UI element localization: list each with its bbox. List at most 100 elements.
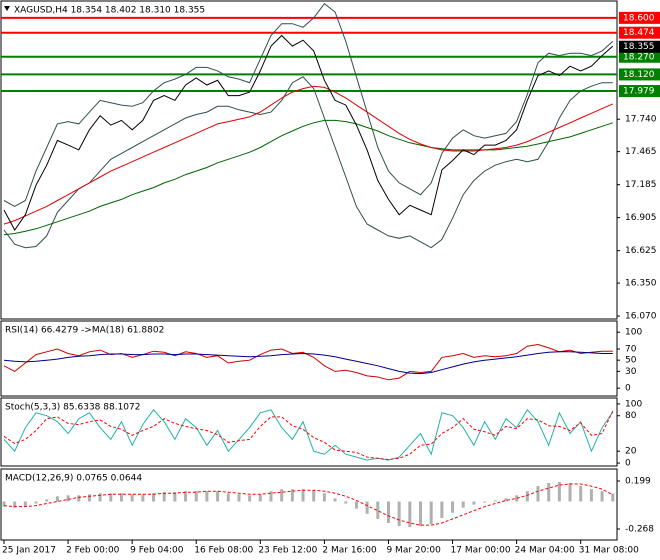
histogram-bar — [397, 501, 401, 527]
symbol-icon — [4, 6, 10, 11]
series-line — [3, 343, 613, 381]
histogram-bar — [226, 493, 230, 502]
x-tick-label: 2 Mar 16:00 — [322, 546, 377, 556]
histogram-bar — [354, 501, 358, 509]
histogram-bar — [280, 489, 284, 502]
histogram-bar — [258, 494, 262, 502]
histogram-bar — [2, 501, 6, 507]
y-tick-label: 30 — [625, 367, 637, 377]
series-line — [3, 410, 614, 461]
histogram-bar — [365, 501, 369, 514]
histogram-bar — [13, 501, 17, 508]
level-label: 17.979 — [623, 87, 655, 97]
x-tick-label: 23 Feb 12:00 — [258, 546, 317, 556]
histogram-bar — [87, 494, 91, 502]
y-tick-label: 100 — [625, 328, 642, 338]
histogram-bar — [269, 491, 273, 502]
series-line — [3, 119, 613, 236]
histogram-bar — [525, 491, 529, 502]
y-tick-label: 17.740 — [625, 115, 657, 125]
y-tick-label: 20 — [625, 447, 637, 457]
histogram-bar — [536, 486, 540, 502]
histogram-bar — [66, 495, 70, 502]
panel-frame — [0, 397, 618, 467]
histogram-bar — [173, 492, 177, 502]
histogram-bar — [301, 489, 305, 502]
histogram-bar — [515, 495, 519, 502]
histogram-bar — [237, 494, 241, 502]
level-label-box — [619, 11, 660, 24]
y-tick-label: 80 — [625, 411, 637, 421]
histogram-bar — [130, 494, 134, 502]
histogram-bar — [34, 501, 38, 504]
histogram-bar — [504, 498, 508, 502]
series-line — [3, 85, 614, 225]
panel-title: XAGUSD,H4 18.354 18.402 18.310 18.355 — [14, 6, 205, 16]
histogram-bar — [45, 499, 49, 502]
y-tick-label: 0.199 — [625, 477, 651, 487]
histogram-bar — [55, 496, 59, 502]
histogram-bar — [205, 491, 209, 502]
level-label-box — [619, 68, 660, 81]
y-tick-label: 17.465 — [625, 147, 657, 157]
x-tick-label: 2 Feb 00:00 — [66, 546, 120, 556]
level-label: 18.600 — [623, 13, 655, 23]
histogram-bar — [248, 495, 252, 502]
panel-frame — [0, 0, 618, 320]
panel-frame — [0, 468, 618, 541]
y-tick-label: 100 — [625, 399, 642, 409]
y-tick-label: 16.905 — [625, 213, 657, 223]
panel-title: RSI(14) 66.4279 ->MA(18) 61.8802 — [5, 326, 164, 336]
last-price-label: 18.355 — [623, 42, 655, 52]
histogram-bar — [386, 501, 390, 524]
y-tick-label: 16.350 — [625, 279, 657, 289]
histogram-bar — [290, 489, 294, 502]
histogram-bar — [568, 482, 572, 502]
y-tick-label: 17.185 — [625, 180, 657, 190]
histogram-bar — [419, 501, 423, 527]
x-tick-label: 9 Feb 04:00 — [130, 546, 184, 556]
x-tick-label: 24 Mar 04:00 — [515, 546, 575, 556]
histogram-bar — [119, 493, 123, 502]
y-tick-label: 70 — [625, 344, 637, 354]
x-tick-label: 25 Jan 2017 — [2, 546, 56, 556]
histogram-bar — [611, 493, 615, 502]
level-label: 18.120 — [623, 70, 655, 80]
histogram-bar — [344, 501, 348, 504]
histogram-bar — [141, 494, 145, 502]
panel-frame — [0, 320, 618, 397]
series-line — [3, 351, 613, 375]
histogram-bar — [461, 501, 465, 508]
histogram-bar — [109, 493, 113, 502]
y-tick-label: 0 — [625, 459, 631, 469]
series-line — [3, 483, 614, 526]
histogram-bar — [23, 501, 27, 507]
panel-title: MACD(12,26,9) 0.0765 0.0644 — [5, 474, 142, 484]
histogram-bar — [312, 490, 316, 502]
histogram-bar — [184, 491, 188, 502]
y-tick-label: 50 — [625, 356, 637, 366]
histogram-bar — [579, 486, 583, 502]
histogram-bar — [216, 491, 220, 502]
x-tick-label: 9 Mar 20:00 — [386, 546, 441, 556]
histogram-bar — [322, 493, 326, 502]
series-line — [3, 408, 614, 461]
histogram-bar — [77, 495, 81, 502]
level-label-box — [619, 26, 660, 39]
histogram-bar — [472, 501, 476, 505]
y-tick-label: 16.070 — [625, 312, 657, 322]
series-line — [3, 2, 614, 207]
level-label: 18.270 — [623, 52, 655, 62]
histogram-bar — [152, 493, 156, 502]
histogram-bar — [557, 481, 561, 502]
series-line — [3, 34, 614, 231]
x-tick-label: 31 Mar 08:00 — [579, 546, 639, 556]
histogram-bar — [162, 492, 166, 502]
histogram-bar — [547, 482, 551, 502]
level-label-box — [619, 50, 660, 63]
histogram-bar — [333, 498, 337, 502]
histogram-bar — [440, 501, 444, 518]
